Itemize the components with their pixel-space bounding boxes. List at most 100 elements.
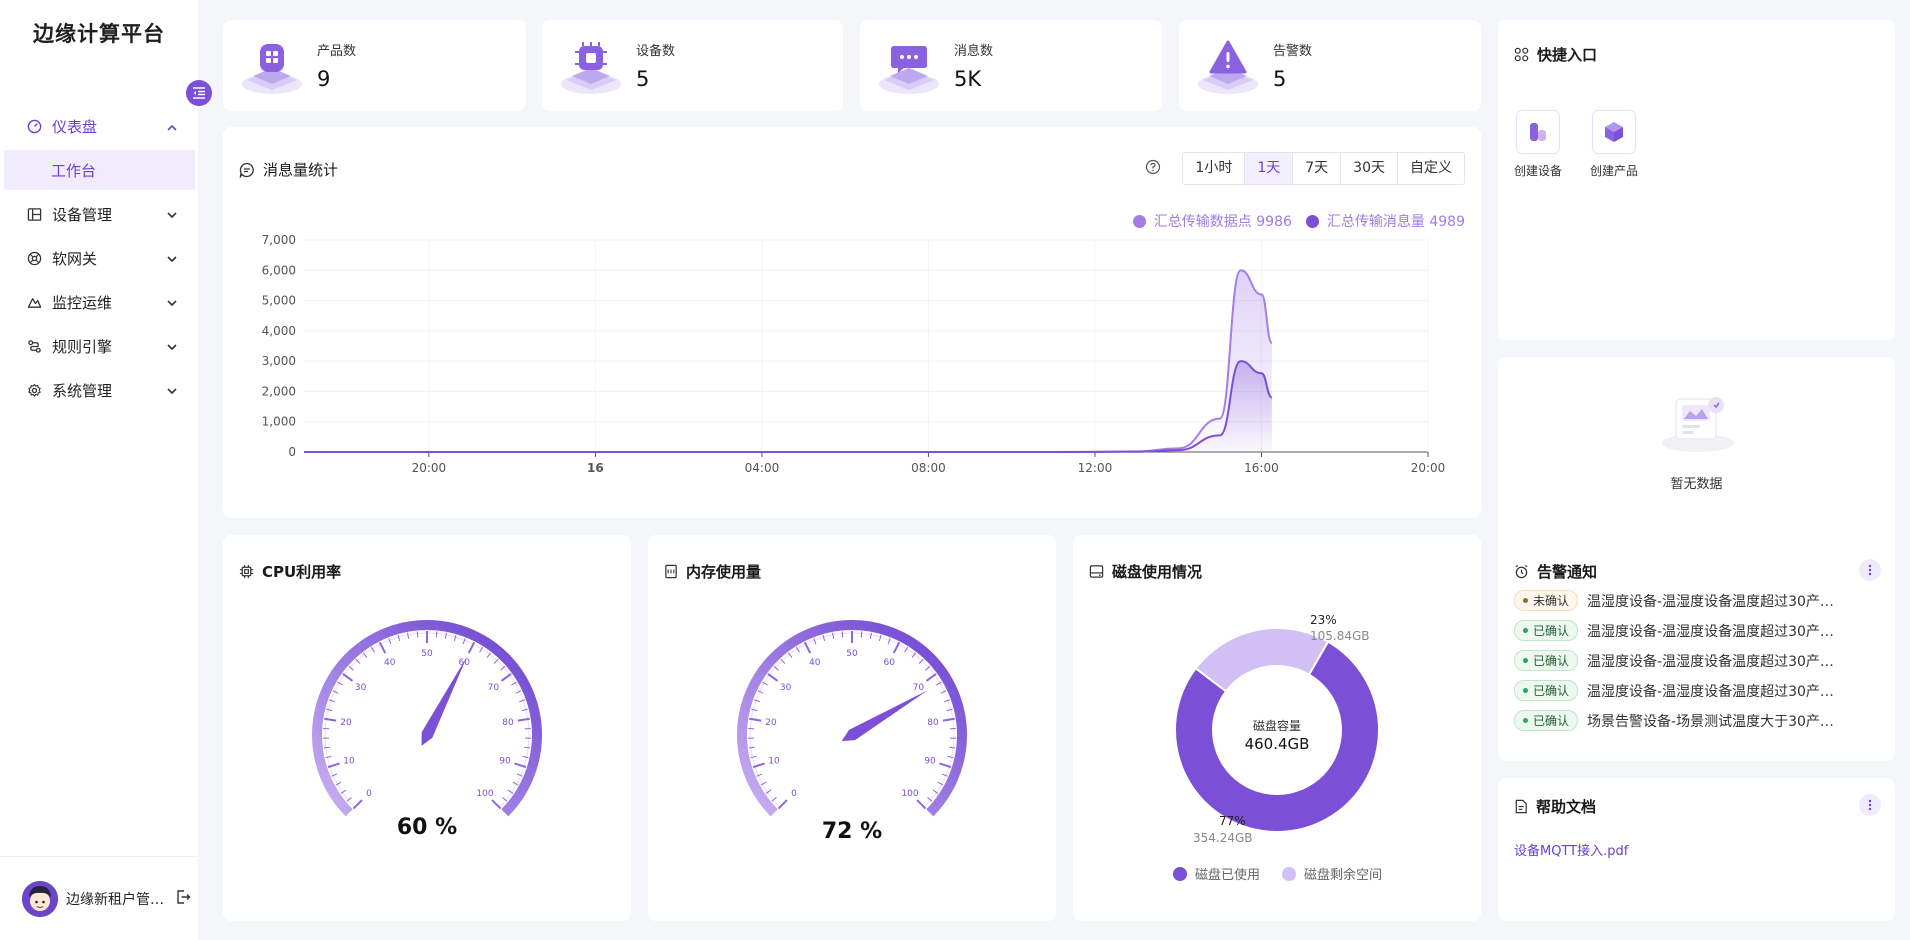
gauge-tick [397,634,401,642]
gauge-tick [777,799,788,810]
disk-icon [1089,565,1104,578]
gauge-tick-label: 40 [809,658,821,668]
gauge-tick [918,658,924,664]
memory-icon [665,564,677,579]
alarm-title: 告警通知 [1514,561,1597,582]
cpu-gauge-card: CPU利用率 0 10 20 30 40 50 60 70 80 90 100 60 % [223,535,631,921]
user-name[interactable]: 边缘新租户管… [66,891,164,908]
gauge-tick [887,638,891,645]
gauge-tick [803,641,812,654]
stat-label: 告警数 [1273,44,1313,59]
dashboard-icon [26,118,42,134]
chevron-down-icon [167,249,177,267]
legend-swatch [1282,867,1297,881]
gauge-tick [940,690,947,694]
docs-link-mqtt[interactable]: 设备MQTT接入.pdf [1514,844,1629,859]
gauge-tick [512,781,519,786]
stat-card-products: 产品数 9 [223,20,526,111]
gauge-tick [927,797,933,802]
donut-free-percent: 23% [1310,613,1337,627]
range-1d-button[interactable]: 1天 [1245,153,1294,184]
gauge-tick-label: 50 [421,649,433,659]
memory-gauge-title: 内存使用量 [664,561,761,582]
create-product-label: 创建产品 [1590,164,1639,178]
gauge-tick [507,789,514,794]
alarm-row[interactable]: 已确认 温湿度设备-温湿度设备温度超过30产… [1514,680,1834,701]
settings-icon [26,382,42,398]
gauge-tick-label: 100 [901,789,918,799]
range-30d-button[interactable]: 30天 [1341,153,1398,184]
sidebar-item-system[interactable]: 系统管理 [0,368,199,412]
range-custom-button[interactable]: 自定义 [1410,160,1452,176]
legend-swatch [1305,214,1319,228]
gauge-tick [514,762,527,769]
gauge-tick [416,631,419,638]
stat-label: 产品数 [317,44,357,59]
legend-item[interactable]: 磁盘剩余空间 [1282,864,1382,883]
legend-item[interactable]: 汇总传输消息量 4989 [1305,211,1465,231]
gauge-tick [388,638,392,645]
create-device-icon [1516,110,1560,154]
sidebar: 边缘计算平台 仪表盘 工作台 设备管理 软网关 [0,0,199,940]
cpu-gauge: 0 10 20 30 40 50 60 70 80 90 100 [312,620,542,817]
help-docs-title: 帮助文档 [1514,796,1596,817]
create-device-button[interactable]: 创建设备 [1514,110,1562,179]
gauge-tick [479,646,484,653]
logout-icon[interactable] [175,889,191,909]
docs-more-button[interactable] [1859,794,1881,816]
chevron-down-icon [167,205,177,223]
sidebar-item-gateway[interactable]: 软网关 [0,236,199,280]
alarm-text: 场景告警设备-场景测试温度大于30产… [1587,713,1834,730]
alarm-row[interactable]: 未确认 温湿度设备-温湿度设备温度超过30产… [1514,590,1834,611]
legend-item[interactable]: 磁盘已使用 [1173,864,1260,883]
chevron-down-icon [167,293,177,311]
create-product-button[interactable]: 创建产品 [1590,110,1638,179]
y-tick-label: 7,000 [262,233,296,247]
sidebar-item-label: 监控运维 [52,293,113,312]
quick-entry-title: 快捷入口 [1514,44,1597,65]
chip-icon [558,36,624,96]
status-badge: 已确认 [1514,710,1579,731]
avatar[interactable] [22,880,58,917]
collapse-sidebar-button[interactable] [186,80,212,106]
gauge-tick [325,755,332,759]
alarm-clock-icon [1515,564,1528,579]
gauge-tick [813,638,817,645]
gauge-tick [524,746,531,749]
sidebar-item-dashboard[interactable]: 仪表盘 [0,104,199,148]
sidebar-item-monitor[interactable]: 监控运维 [0,280,199,324]
sidebar-subitem-label: 工作台 [51,161,97,180]
message-icon [876,36,942,96]
sidebar-item-rules[interactable]: 规则引擎 [0,324,199,368]
gauge-tick [346,797,352,802]
help-icon[interactable] [1145,159,1161,179]
alarm-row[interactable]: 已确认 温湿度设备-温湿度设备温度超过30产… [1514,620,1834,641]
sidebar-subitem-workbench[interactable]: 工作台 [4,150,195,190]
chevron-down-icon [167,337,177,355]
gauge-tick [771,797,777,802]
legend-item[interactable]: 汇总传输数据点 9986 [1132,211,1292,231]
menu-fold-icon [193,87,205,99]
message-chart-title: 消息量统计 [239,159,338,180]
status-badge: 已确认 [1514,650,1579,671]
donut-legend: 磁盘已使用 磁盘剩余空间 [1173,864,1382,883]
gauge-tick-label: 70 [913,683,925,693]
gauge-tick [486,652,492,658]
gauge-tick [939,762,952,769]
gauge-tick [511,681,517,686]
disk-usage-title: 磁盘使用情况 [1089,561,1202,582]
gauge-tick [362,652,368,658]
gauge-tick-label: 60 [459,658,471,668]
alarm-more-button[interactable] [1859,559,1881,581]
gauge-tick-label: 20 [765,718,777,728]
sidebar-item-devices[interactable]: 设备管理 [0,192,199,236]
gauge-tick [522,755,529,759]
memory-gauge-value: 72 % [821,819,883,844]
alarm-row[interactable]: 已确认 温湿度设备-温湿度设备温度超过30产… [1514,650,1834,671]
range-7d-button[interactable]: 7天 [1293,153,1342,184]
gauge-tick [753,699,760,703]
gateway-icon [26,250,42,266]
alarm-row[interactable]: 已确认 场景告警设备-场景测试温度大于30产… [1514,710,1834,731]
status-badge: 已确认 [1514,620,1579,641]
range-1h-button[interactable]: 1小时 [1183,153,1246,184]
